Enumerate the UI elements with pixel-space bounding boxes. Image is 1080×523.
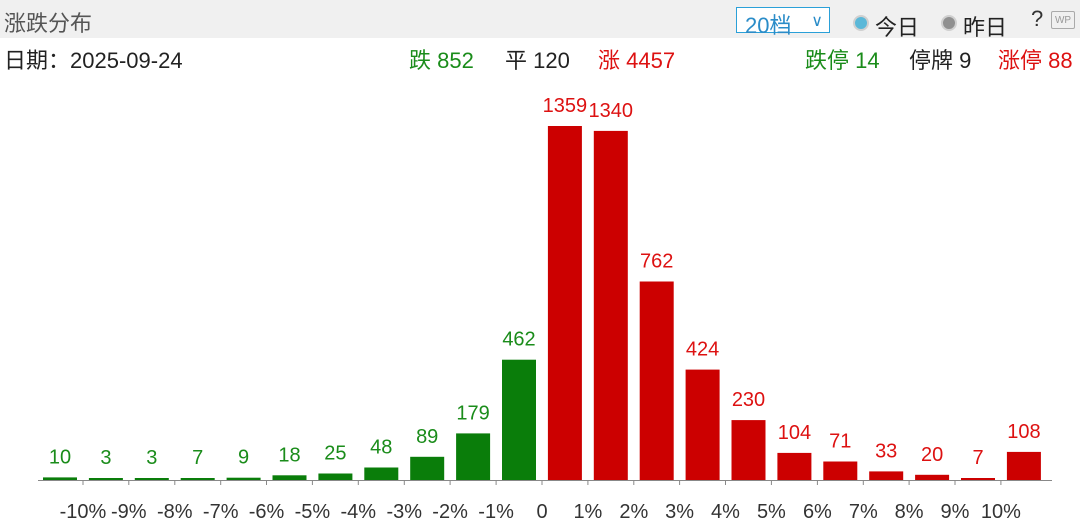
range-select-value: 20档 (745, 13, 792, 38)
limit-down-count: 跌停 14 (805, 43, 880, 75)
suspended-count: 停牌 9 (909, 43, 971, 75)
flat-count: 平 120 (505, 43, 570, 75)
bar-4 (226, 477, 261, 480)
x-tick-label-11: 1% (573, 501, 602, 523)
help-icon[interactable]: ? (1031, 6, 1044, 31)
down-count: 跌 852 (409, 43, 474, 75)
bar-16 (777, 452, 812, 480)
down-value: 852 (437, 48, 474, 73)
bar-value-label-13: 762 (640, 251, 673, 273)
flat-label: 平 (505, 48, 528, 73)
bar-8 (410, 456, 445, 480)
x-tick-label-18: 8% (895, 501, 924, 523)
x-tick-label-13: 3% (665, 501, 694, 523)
bar-10 (502, 359, 536, 480)
chevron-down-icon: ∨ (811, 13, 823, 30)
bar-2 (134, 478, 169, 480)
radio-today-label: 今日 (875, 15, 920, 40)
bar-value-label-1: 3 (100, 447, 111, 469)
x-tick-label-3: -7% (203, 501, 239, 523)
bar-12 (593, 130, 628, 480)
x-tick-label-10: 0 (536, 501, 547, 523)
bar-value-label-0: 10 (49, 446, 71, 468)
bar-1 (88, 478, 123, 480)
down-label: 跌 (409, 48, 432, 73)
radio-unselected-icon (941, 15, 957, 31)
x-tick-label-1: -9% (111, 501, 147, 523)
date-value: 2025-09-24 (70, 48, 183, 73)
bar-value-label-10: 462 (502, 329, 535, 351)
bar-value-label-18: 33 (875, 440, 897, 462)
x-tick-label-0: -10% (60, 501, 107, 523)
limit-down-label: 跌停 (805, 48, 850, 73)
date-row: 日期：2025-09-24 (4, 43, 183, 75)
bar-7 (364, 467, 399, 480)
limit-down-value: 14 (855, 48, 880, 73)
bar-20 (961, 478, 995, 480)
range-select[interactable]: 20档 ∨ (736, 7, 830, 38)
bar-14 (685, 369, 720, 480)
wp-icon[interactable]: WP (1051, 11, 1075, 29)
date-label: 日期： (4, 48, 71, 73)
panel-title: 涨跌分布 (4, 11, 93, 36)
bar-5 (272, 475, 307, 480)
limit-up-label: 涨停 (998, 48, 1043, 73)
bar-13 (639, 281, 674, 480)
x-tick-label-7: -3% (387, 501, 423, 523)
bar-19 (915, 474, 950, 480)
x-tick-label-4: -6% (249, 501, 285, 523)
bar-value-label-16: 104 (778, 422, 811, 444)
flat-value: 120 (533, 48, 570, 73)
bar-0 (43, 477, 77, 480)
bar-value-label-19: 20 (921, 444, 943, 466)
bar-value-label-2: 3 (146, 447, 157, 469)
bar-value-label-15: 230 (732, 389, 765, 411)
x-tick-label-12: 2% (619, 501, 648, 523)
up-value: 4457 (626, 48, 676, 73)
title-bar: 涨跌分布 20档 ∨ 今日 昨日 ? WP (0, 0, 1080, 40)
suspended-label: 停牌 (909, 48, 954, 73)
up-label: 涨 (598, 48, 621, 73)
bar-value-label-7: 48 (370, 437, 392, 459)
x-tick-label-16: 6% (803, 501, 832, 523)
x-tick-label-19: 9% (941, 501, 970, 523)
bar-21 (1006, 451, 1041, 480)
bar-3 (180, 478, 215, 480)
bar-11 (547, 126, 582, 480)
bar-value-label-21: 108 (1007, 421, 1040, 443)
bar-value-label-11: 1359 (543, 95, 588, 117)
x-tick-label-14: 4% (711, 501, 740, 523)
bar-value-label-3: 7 (192, 447, 203, 469)
bar-17 (823, 461, 858, 480)
bar-value-label-14: 424 (686, 339, 719, 361)
bar-value-label-17: 71 (829, 431, 851, 453)
x-tick-label-17: 7% (849, 501, 878, 523)
radio-yesterday-label: 昨日 (963, 15, 1008, 40)
x-tick-label-9: -1% (478, 501, 514, 523)
suspended-value: 9 (959, 48, 972, 73)
bar-value-label-8: 89 (416, 426, 438, 448)
radio-selected-icon (853, 15, 869, 31)
x-tick-label-8: -2% (432, 501, 468, 523)
bar-9 (456, 433, 491, 480)
bar-value-label-9: 179 (456, 402, 489, 424)
bar-value-label-4: 9 (238, 447, 249, 469)
x-tick-label-5: -5% (295, 501, 331, 523)
bar-value-label-5: 18 (278, 444, 300, 466)
x-tick-label-20: 10% (981, 501, 1021, 523)
bar-6 (318, 473, 353, 480)
bar-18 (869, 471, 904, 480)
limit-up-value: 88 (1048, 48, 1073, 73)
x-tick-label-6: -4% (341, 501, 377, 523)
up-count: 涨 4457 (598, 43, 675, 75)
bar-15 (731, 420, 766, 480)
bar-value-label-20: 7 (972, 447, 983, 469)
x-tick-label-15: 5% (757, 501, 786, 523)
limit-up-count: 涨停 88 (998, 43, 1073, 75)
bar-value-label-6: 25 (324, 443, 346, 465)
x-tick-label-2: -8% (157, 501, 193, 523)
bar-value-label-12: 1340 (589, 100, 634, 122)
